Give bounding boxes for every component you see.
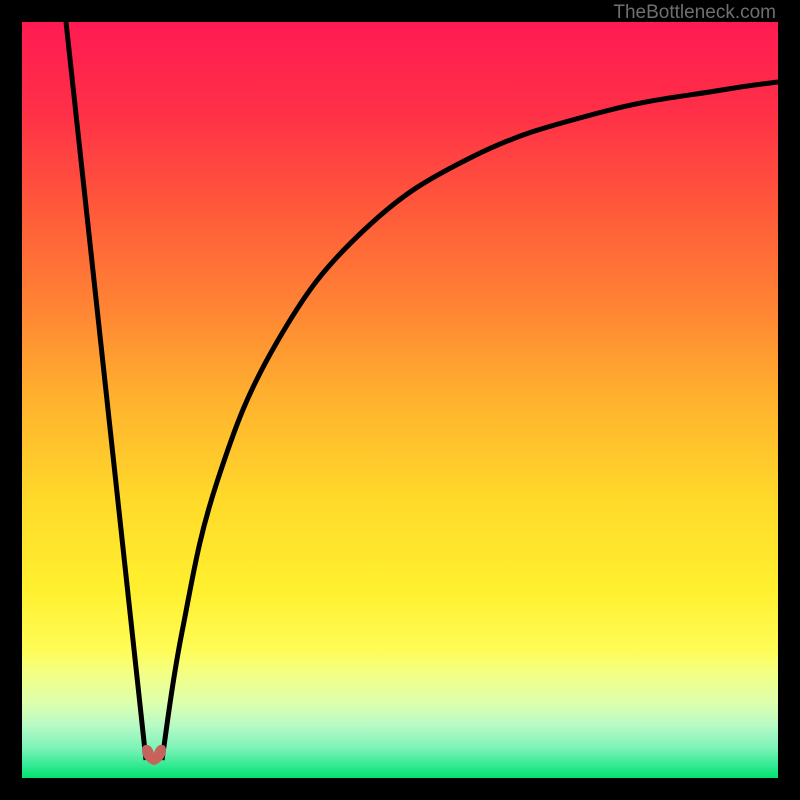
plot-area: TheBottleneck.com <box>22 22 778 778</box>
border-bottom <box>0 778 800 800</box>
chart-frame: TheBottleneck.com <box>0 0 800 800</box>
watermark-text: TheBottleneck.com <box>613 2 776 24</box>
bottleneck-curve <box>22 22 778 778</box>
border-right <box>778 0 800 800</box>
border-left <box>0 0 22 800</box>
